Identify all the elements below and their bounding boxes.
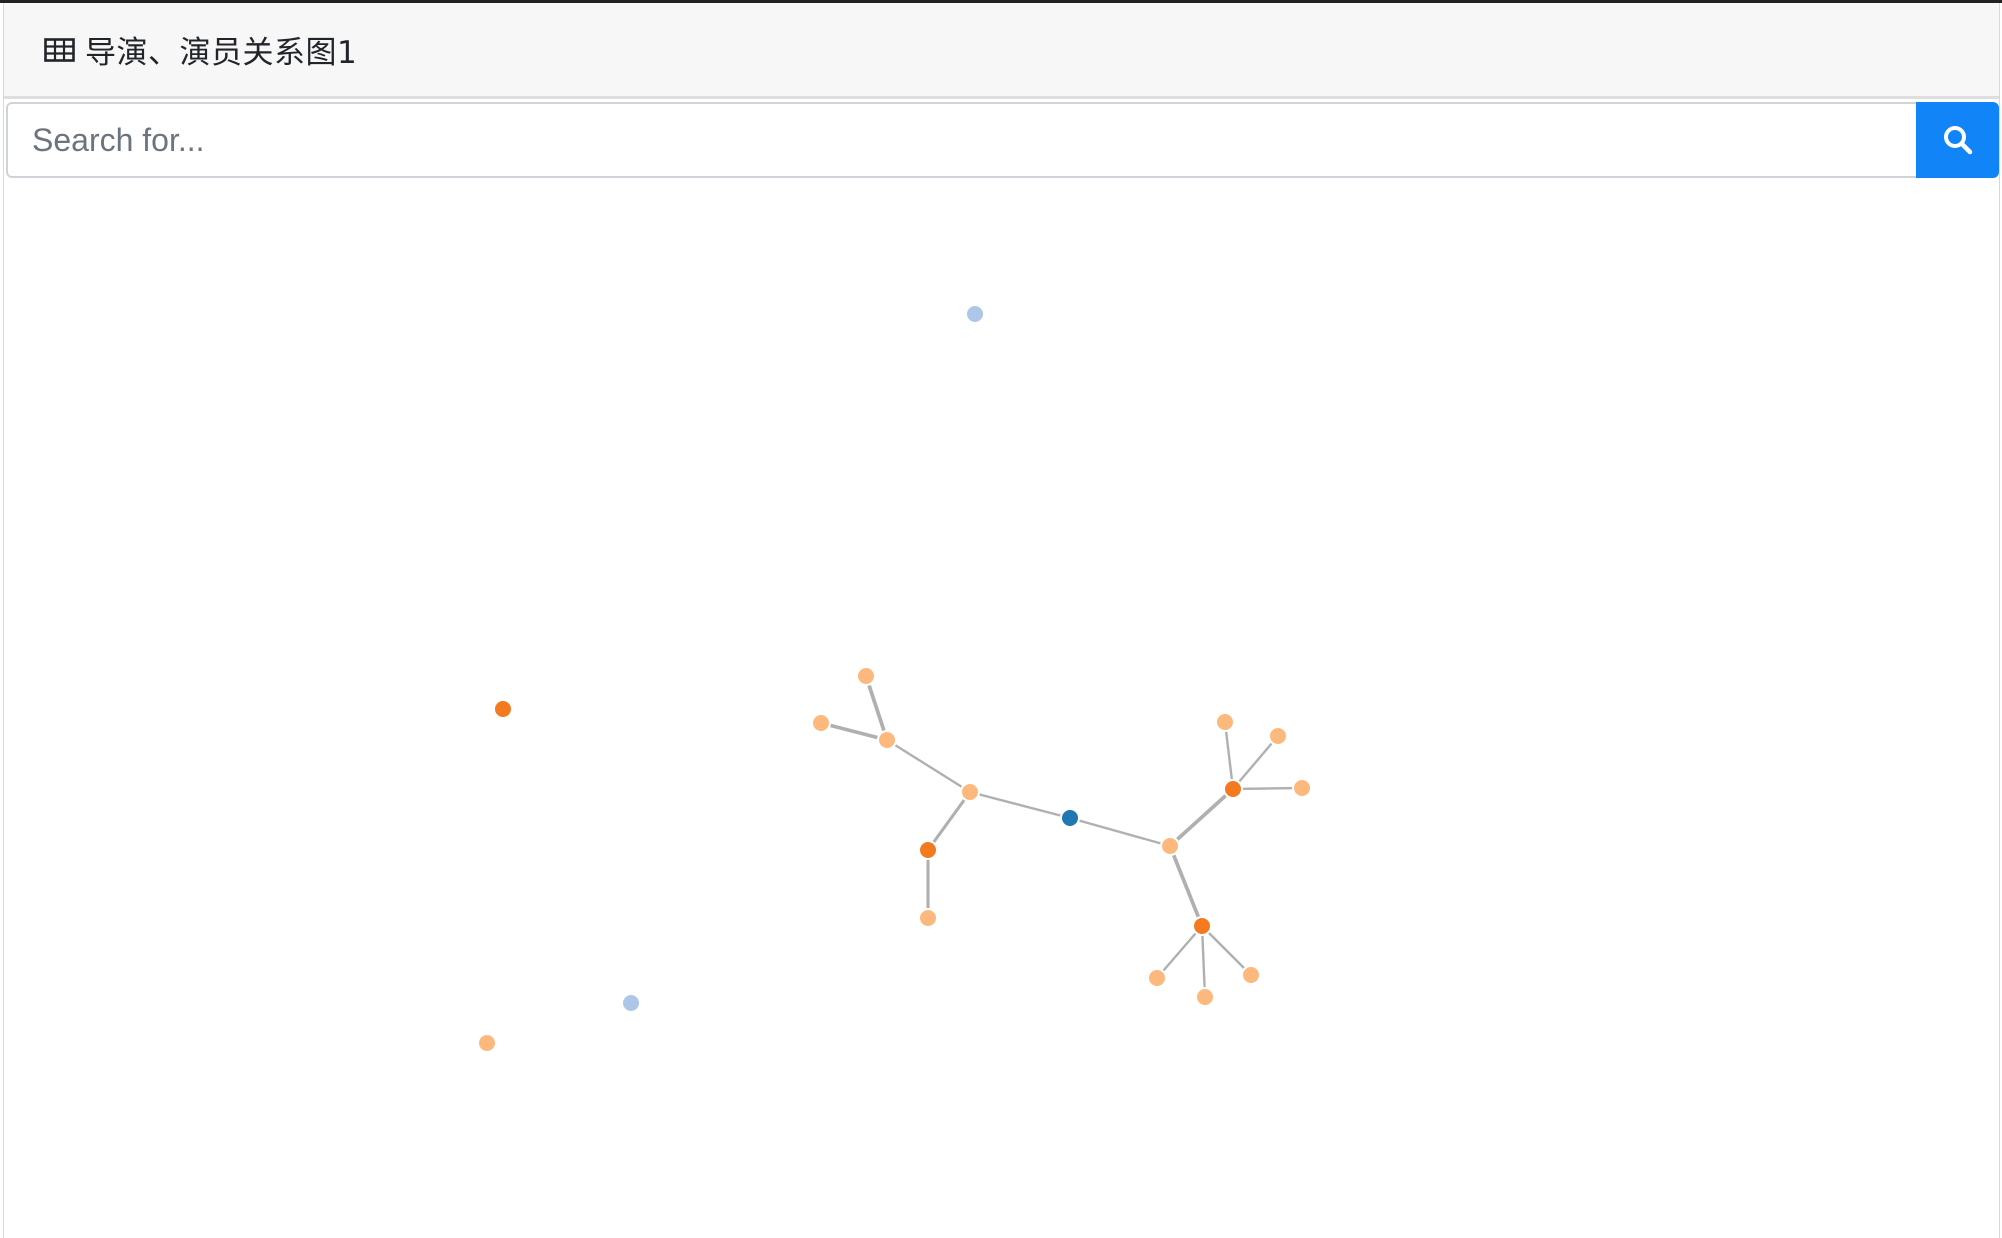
graph-link — [1168, 845, 1204, 927]
graph-link — [1069, 816, 1171, 848]
graph-card: 导演、演员关系图1 — [3, 3, 2000, 1238]
graph-node[interactable] — [811, 713, 831, 733]
graph-link — [1201, 925, 1252, 976]
graph-link — [820, 721, 888, 742]
search-bar — [6, 102, 1999, 178]
search-input[interactable] — [6, 102, 1916, 178]
graph-node[interactable] — [1223, 779, 1243, 799]
graph-node[interactable] — [1160, 836, 1180, 856]
graph-node[interactable] — [918, 908, 938, 928]
graph-link — [886, 738, 971, 794]
graph-node[interactable] — [856, 666, 876, 686]
card-header: 导演、演员关系图1 — [4, 3, 1999, 99]
graph-node[interactable] — [621, 993, 641, 1013]
search-icon — [1943, 126, 1972, 155]
relationship-graph[interactable] — [4, 181, 1999, 1238]
graph-link — [1200, 925, 1207, 998]
graph-link — [1156, 925, 1203, 979]
page-title: 导演、演员关系图1 — [85, 35, 358, 71]
search-button[interactable] — [1916, 102, 1999, 178]
graph-link — [926, 791, 972, 851]
graph-node[interactable] — [918, 840, 938, 860]
graph-node[interactable] — [1060, 808, 1080, 828]
graph-node[interactable] — [1215, 712, 1235, 732]
graph-node[interactable] — [1292, 778, 1312, 798]
graph-node[interactable] — [1192, 916, 1212, 936]
graph-node[interactable] — [477, 1033, 497, 1053]
graph-node[interactable] — [1268, 726, 1288, 746]
graph-node[interactable] — [965, 304, 985, 324]
graph-node[interactable] — [1195, 987, 1215, 1007]
graph-link — [1168, 787, 1235, 848]
graph-node[interactable] — [1241, 965, 1261, 985]
graph-link — [1232, 735, 1279, 790]
graph-node[interactable] — [877, 730, 897, 750]
table-icon — [44, 37, 75, 62]
graph-node[interactable] — [960, 782, 980, 802]
graph-node[interactable] — [1147, 968, 1167, 988]
graph-node[interactable] — [493, 699, 513, 719]
graph-link — [1232, 786, 1303, 791]
graph-link — [969, 790, 1071, 820]
nodes-layer — [477, 304, 1312, 1053]
graph-link — [864, 675, 889, 741]
links-layer — [820, 675, 1303, 998]
graph-link — [1223, 721, 1235, 790]
